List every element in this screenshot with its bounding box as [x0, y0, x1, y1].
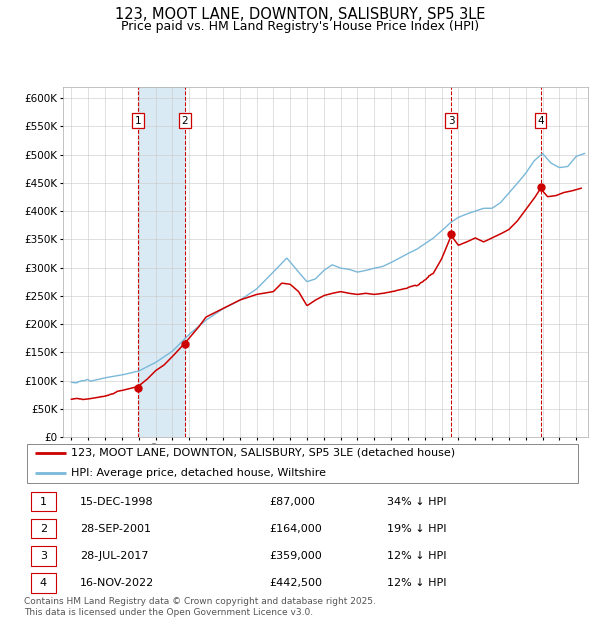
- Text: 12% ↓ HPI: 12% ↓ HPI: [387, 578, 446, 588]
- Text: HPI: Average price, detached house, Wiltshire: HPI: Average price, detached house, Wilt…: [71, 468, 326, 478]
- Text: 12% ↓ HPI: 12% ↓ HPI: [387, 551, 446, 560]
- FancyBboxPatch shape: [31, 519, 56, 538]
- Text: Contains HM Land Registry data © Crown copyright and database right 2025.
This d: Contains HM Land Registry data © Crown c…: [24, 598, 376, 617]
- Text: Price paid vs. HM Land Registry's House Price Index (HPI): Price paid vs. HM Land Registry's House …: [121, 20, 479, 33]
- Text: £87,000: £87,000: [269, 497, 316, 507]
- Text: 3: 3: [448, 116, 455, 126]
- Text: £164,000: £164,000: [269, 524, 322, 534]
- Text: 123, MOOT LANE, DOWNTON, SALISBURY, SP5 3LE (detached house): 123, MOOT LANE, DOWNTON, SALISBURY, SP5 …: [71, 448, 455, 458]
- Text: 19% ↓ HPI: 19% ↓ HPI: [387, 524, 446, 534]
- Text: £359,000: £359,000: [269, 551, 322, 560]
- FancyBboxPatch shape: [31, 492, 56, 512]
- Text: 2: 2: [40, 524, 47, 534]
- Text: 28-SEP-2001: 28-SEP-2001: [80, 524, 151, 534]
- Text: 34% ↓ HPI: 34% ↓ HPI: [387, 497, 446, 507]
- Text: 16-NOV-2022: 16-NOV-2022: [80, 578, 154, 588]
- Text: 4: 4: [537, 116, 544, 126]
- FancyBboxPatch shape: [27, 445, 578, 483]
- Text: £442,500: £442,500: [269, 578, 323, 588]
- Text: 1: 1: [135, 116, 142, 126]
- FancyBboxPatch shape: [31, 573, 56, 593]
- Text: 2: 2: [182, 116, 188, 126]
- Text: 15-DEC-1998: 15-DEC-1998: [80, 497, 154, 507]
- Text: 1: 1: [40, 497, 47, 507]
- FancyBboxPatch shape: [31, 546, 56, 565]
- Text: 28-JUL-2017: 28-JUL-2017: [80, 551, 148, 560]
- Text: 123, MOOT LANE, DOWNTON, SALISBURY, SP5 3LE: 123, MOOT LANE, DOWNTON, SALISBURY, SP5 …: [115, 7, 485, 22]
- Bar: [138, 87, 185, 437]
- Text: 3: 3: [40, 551, 47, 560]
- Text: 4: 4: [40, 578, 47, 588]
